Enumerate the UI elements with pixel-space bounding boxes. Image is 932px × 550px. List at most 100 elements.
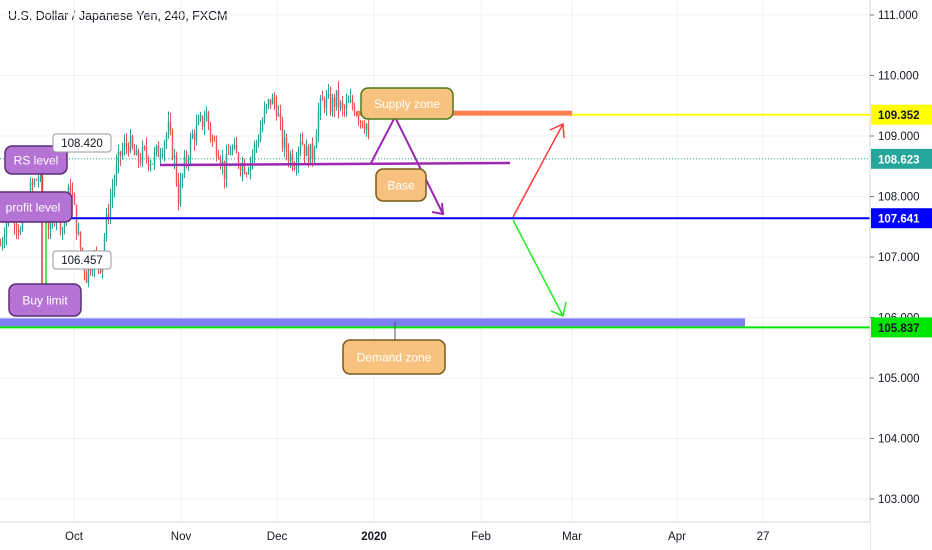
candle-body <box>295 162 298 169</box>
candle-body <box>275 103 278 116</box>
time-tick-label: Oct <box>65 531 84 543</box>
candle-body <box>317 110 320 135</box>
candle-body <box>163 142 166 154</box>
demand-price-tag <box>871 317 932 338</box>
time-tick-label: 2020 <box>361 531 387 543</box>
candle-body <box>301 141 304 145</box>
candle-body <box>347 101 350 103</box>
candle-body <box>19 229 22 234</box>
time-axis: Oct Nov Dec 2020 Feb Mar Apr 27 <box>0 521 870 550</box>
candle-body <box>321 98 324 101</box>
candle-body <box>193 133 196 141</box>
time-tick-label: Dec <box>267 531 288 543</box>
candle-body <box>287 151 290 162</box>
candle-body <box>199 115 202 120</box>
time-tick-label: Mar <box>562 531 582 543</box>
candle-body <box>177 183 180 204</box>
candle-body <box>5 221 8 237</box>
low-price-tag: 106.457 <box>52 250 112 270</box>
candle-body <box>255 142 258 145</box>
candle-body <box>139 161 142 163</box>
chart-title: U.S. Dollar / Japanese Yen, 240, FXCM <box>8 9 228 23</box>
candle-body <box>133 147 136 156</box>
candle-body <box>263 108 266 122</box>
rs-level-bubble-box <box>4 145 68 175</box>
candle-body <box>365 123 368 131</box>
candle-body <box>157 145 160 157</box>
high-price-tag: 108.420 <box>52 133 112 153</box>
candle-body <box>85 271 88 283</box>
candle-body <box>69 186 72 192</box>
candle-body <box>127 146 130 152</box>
candle-body <box>259 129 262 142</box>
time-axis-bg <box>0 522 870 550</box>
last-price-label: 108.623 <box>878 154 920 166</box>
candle-body <box>169 121 172 131</box>
base-bubble-box <box>375 168 427 202</box>
candle-body <box>129 136 132 152</box>
last-price-tag <box>871 148 932 169</box>
candle-body <box>3 236 6 242</box>
base-price-label: 107.641 <box>878 214 920 226</box>
candle-body <box>303 144 306 156</box>
buy-limit-bubble-box <box>8 283 82 317</box>
rs-level-bubble: RS level <box>4 145 68 175</box>
supply-price-label: 109.352 <box>878 110 920 122</box>
candle-body <box>363 126 366 131</box>
candle-body <box>283 137 286 148</box>
candle-body <box>141 147 144 163</box>
red-arrowhead <box>549 122 565 139</box>
candle-body <box>0 244 2 246</box>
candle-body <box>267 99 270 105</box>
candle-body <box>37 177 40 181</box>
candle-body <box>309 143 312 165</box>
candle-body <box>323 100 326 108</box>
candle-body <box>273 96 276 104</box>
low-price-tag-box <box>52 250 112 270</box>
candle-body <box>343 107 346 109</box>
candle-body <box>17 228 20 234</box>
demand-zone-bar <box>0 318 745 327</box>
candle-body <box>247 170 250 174</box>
candle-body <box>153 152 156 164</box>
green-arrowhead <box>550 301 567 318</box>
candle-body <box>49 222 52 230</box>
candle-body <box>123 142 126 150</box>
candle-body <box>103 237 106 254</box>
candle-body <box>191 133 194 139</box>
candle-body <box>335 90 338 108</box>
candle-body <box>269 99 272 105</box>
grid <box>0 0 870 522</box>
time-tick-label: Feb <box>471 531 491 543</box>
axis-bg <box>870 0 932 550</box>
candle-body <box>319 98 322 111</box>
candle-body <box>75 204 78 235</box>
candle-body <box>111 189 114 199</box>
candle-body <box>203 121 206 127</box>
candle-body <box>119 151 122 156</box>
purple-range-line <box>159 161 511 167</box>
candle-body <box>313 148 316 160</box>
candle-body <box>357 115 360 121</box>
drawings[interactable]: Supply zone Base Demand zone RS level profit… <box>0 87 870 375</box>
axis-tick-label: 111.000 <box>878 10 918 22</box>
candle-body <box>233 144 236 149</box>
candle-body <box>281 120 284 148</box>
candle-body <box>137 150 140 162</box>
supply-zone-bubble: Supply zone <box>360 87 454 120</box>
price-axis: 111.000110.000109.000108.000107.000106.0… <box>869 0 932 550</box>
candle-body <box>279 113 282 121</box>
candle-body <box>241 162 244 172</box>
candle-body <box>333 97 336 108</box>
candle-body <box>327 93 330 97</box>
candle-body <box>195 124 198 141</box>
candle-body <box>77 231 80 235</box>
time-tick-label: Nov <box>171 531 192 543</box>
candle-body <box>167 121 170 135</box>
candle-body <box>227 153 230 155</box>
candle-body <box>187 159 190 163</box>
candle-body <box>239 165 242 172</box>
candle-body <box>201 115 204 127</box>
low-price-tag-label: 106.457 <box>61 255 103 267</box>
